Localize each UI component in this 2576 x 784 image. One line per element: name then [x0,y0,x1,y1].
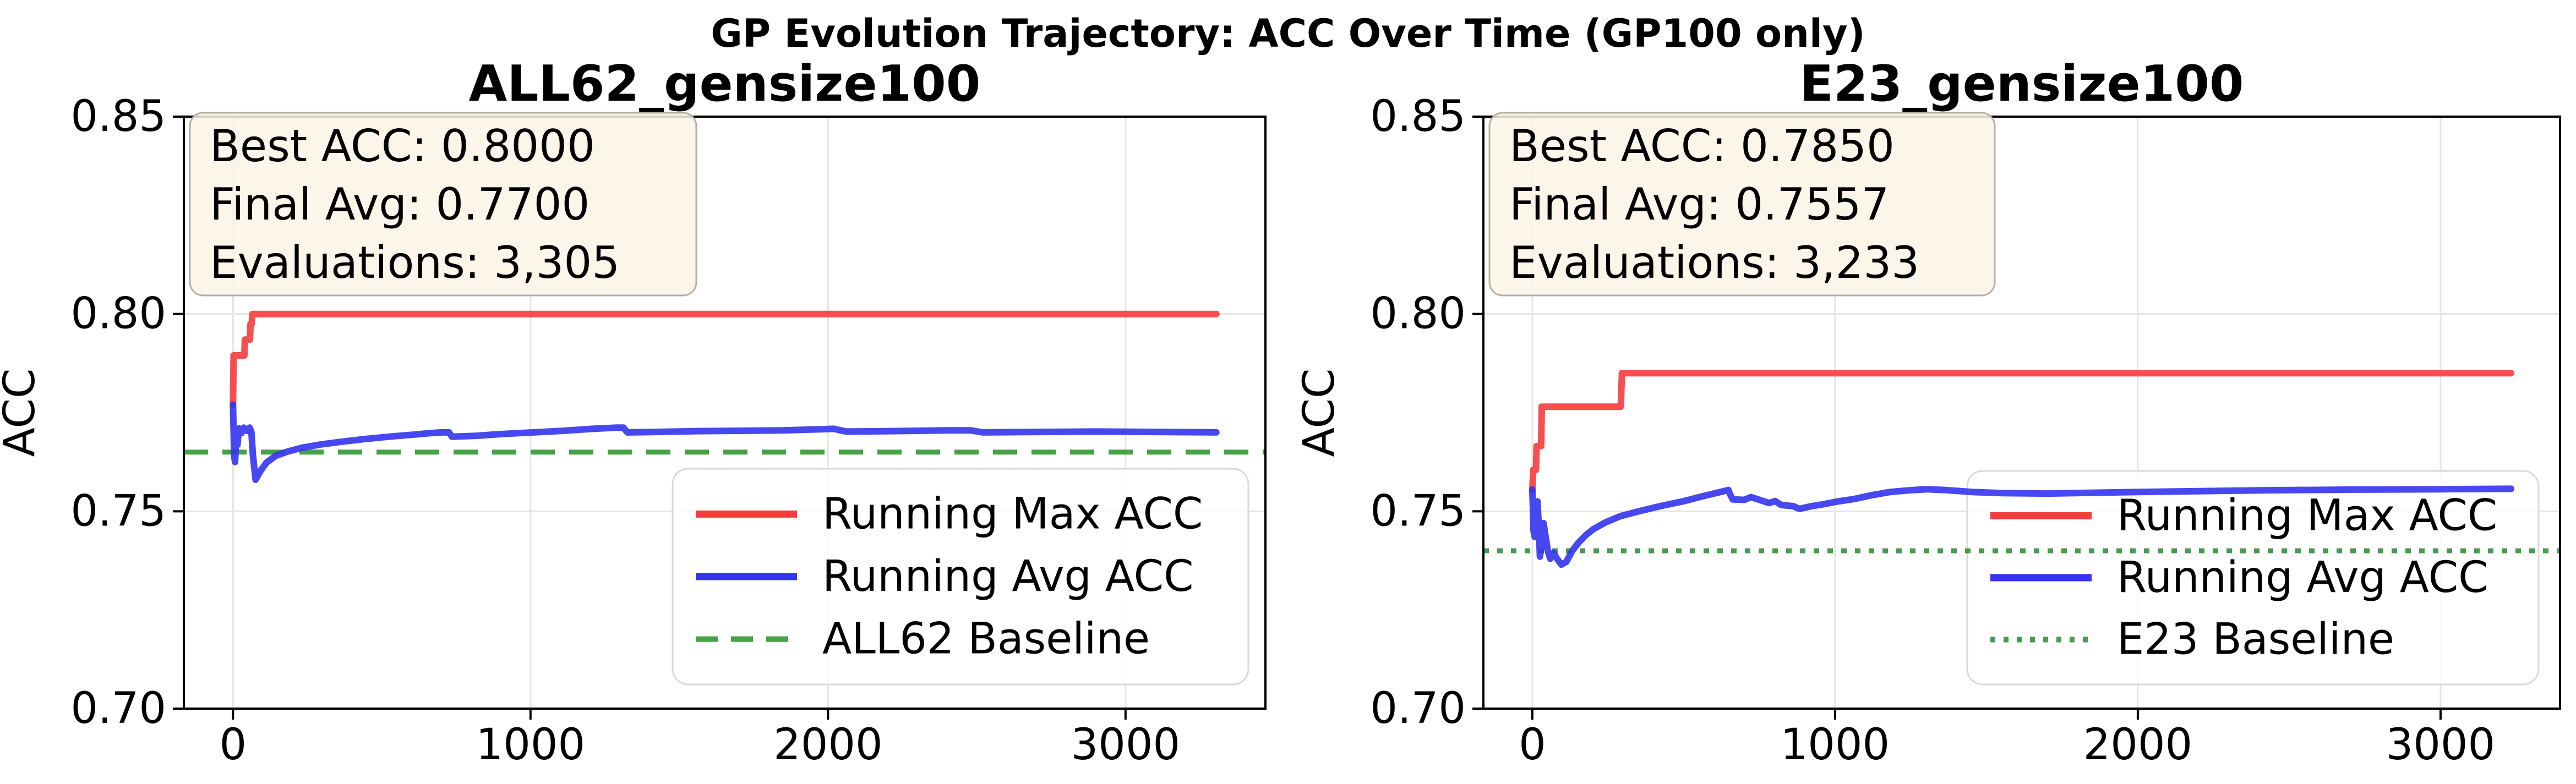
stats-annotation-box [1488,112,1996,297]
stats-annotation-line: Final Avg: 0.7700 [210,179,590,230]
legend-box [1966,470,2540,686]
stats-annotation-line: Evaluations: 3,305 [210,237,620,288]
x-tick-label: 3000 [2386,720,2496,770]
x-tick-label: 3000 [1071,720,1181,770]
y-tick-label: 0.70 [70,684,166,733]
stats-annotation-line: Evaluations: 3,233 [1509,237,1919,288]
x-tick-label: 2000 [773,720,883,770]
legend-label: Running Max ACC [2117,491,2497,540]
y-axis-label: ACC [1295,369,1344,457]
legend-label: ALL62 Baseline [822,615,1150,664]
y-tick-label: 0.75 [70,486,166,536]
x-tick-label: 0 [1519,720,1546,770]
subplot-title: ALL62_gensize100 [469,55,981,113]
stats-annotation-line: Final Avg: 0.7557 [1509,179,1889,230]
running-avg-line [1529,485,2515,568]
figure-title: GP Evolution Trajectory: ACC Over Time (… [711,11,1865,56]
legend-label: Running Avg ACC [822,552,1194,601]
y-tick-label: 0.85 [70,92,166,141]
y-tick-label: 0.70 [1370,684,1466,733]
y-tick-label: 0.75 [1370,486,1466,536]
axes-spines [183,116,1267,710]
y-tick-label: 0.80 [1370,289,1466,339]
stats-annotation-line: Best ACC: 0.7850 [1509,120,1895,172]
y-tick-label: 0.80 [70,289,166,339]
legend-label: Running Avg ACC [2117,553,2488,602]
legend-label: Running Max ACC [822,489,1203,539]
x-tick-label: 0 [219,720,247,770]
stats-annotation-box [189,112,697,297]
y-axis-label: ACC [0,369,45,457]
running-max-line [1529,370,2515,493]
legend-label: E23 Baseline [2117,615,2394,665]
stats-annotation-line: Best ACC: 0.8000 [210,120,595,172]
x-tick-label: 2000 [2083,720,2193,770]
subplot-title: E23_gensize100 [1800,55,2244,113]
x-tick-label: 1000 [1781,720,1890,770]
running-avg-line [230,401,1220,483]
running-max-line [230,310,1220,408]
axes-spines [1482,116,2561,710]
x-tick-label: 1000 [476,720,586,770]
y-tick-label: 0.85 [1370,92,1466,141]
legend-box [672,468,1249,686]
